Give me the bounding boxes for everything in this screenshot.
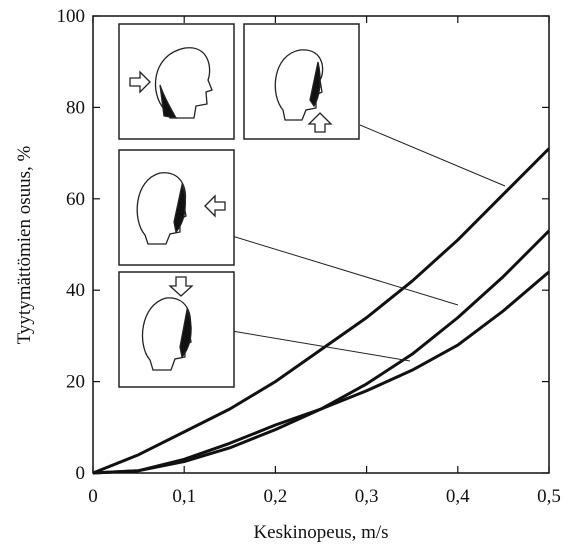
x-tick-label: 0,3 [355, 486, 379, 507]
head [154, 47, 213, 119]
arrow [168, 276, 194, 297]
leader-line [231, 235, 459, 306]
x-tick-label: 0,1 [172, 486, 196, 507]
plot-frame [92, 15, 550, 474]
y-tick-label: 100 [57, 6, 86, 27]
leader-line [359, 124, 506, 187]
y-tick-label: 60 [66, 189, 85, 210]
arrow [307, 112, 333, 133]
y-tick-label: 40 [66, 280, 85, 301]
y-tick-label: 20 [66, 372, 85, 393]
arrow [204, 194, 226, 218]
leader-line [231, 330, 411, 362]
x-tick-label: 0,4 [446, 486, 470, 507]
arrow [129, 70, 151, 94]
insets [118, 23, 360, 388]
series-line [92, 147, 551, 475]
x-tick-label: 0 [88, 486, 98, 507]
x-tick-label: 0,2 [264, 486, 288, 507]
y-tick-label: 80 [66, 97, 85, 118]
series-line [92, 270, 550, 475]
hair [309, 61, 321, 108]
hair [159, 84, 178, 119]
inset [243, 23, 360, 140]
x-tick-label: 0,5 [537, 486, 561, 507]
y-axis-label: Tyytymättömien osuus, % [14, 145, 35, 344]
hair [173, 182, 187, 234]
leader-lines [231, 124, 506, 362]
head-icons [129, 47, 333, 371]
inset [118, 23, 235, 140]
hair [179, 307, 192, 359]
plot-area: 0 0,1 0,2 0,3 0,4 0,5 0 20 40 60 80 100 [57, 6, 561, 507]
x-axis-label: Keskinopeus, m/s [253, 522, 388, 543]
inset [118, 271, 235, 388]
y-tick-label: 0 [76, 463, 86, 484]
